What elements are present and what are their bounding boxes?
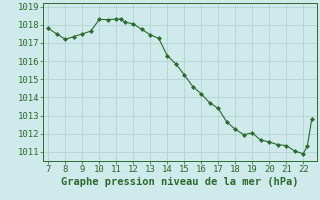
- X-axis label: Graphe pression niveau de la mer (hPa): Graphe pression niveau de la mer (hPa): [61, 177, 299, 187]
